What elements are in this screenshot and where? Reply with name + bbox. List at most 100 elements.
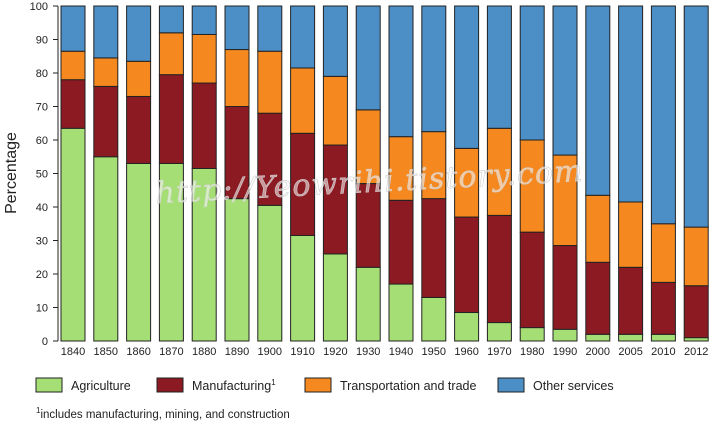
legend-label-superscript: 1 — [271, 378, 276, 387]
y-axis-label: Percentage — [3, 132, 20, 214]
bar-segment-other-services-2005 — [618, 5, 644, 203]
x-tick-label: 1840 — [61, 346, 85, 358]
bar-segment-agriculture-1880 — [191, 167, 217, 342]
footnote-text: includes manufacturing, mining, and cons… — [40, 409, 289, 421]
bar-segment-agriculture-2005 — [618, 333, 644, 342]
x-tick-label: 1910 — [290, 346, 314, 358]
bar-segment-transportation-and-trade-2010 — [650, 223, 676, 283]
bar-segment-other-services-1890 — [224, 5, 250, 51]
bar-segment-transportation-and-trade-1910 — [290, 67, 316, 134]
bar-segment-other-services-1870 — [158, 5, 184, 34]
x-tick-label: 1860 — [126, 346, 150, 358]
legend-label-other-services: Other services — [533, 379, 614, 393]
bar-segment-transportation-and-trade-1860 — [126, 60, 152, 97]
bar-segment-other-services-1850 — [93, 5, 119, 59]
bar-segment-manufacturing-1930 — [355, 183, 381, 268]
bar-segment-manufacturing-1870 — [158, 74, 184, 164]
x-tick-label: 1890 — [225, 346, 249, 358]
bar-segment-manufacturing-2010 — [650, 281, 676, 335]
bar-segment-other-services-1900 — [257, 5, 283, 52]
bar-segment-transportation-and-trade-1920 — [322, 75, 348, 146]
bar-segment-agriculture-1850 — [93, 156, 119, 342]
bar-segment-other-services-1990 — [552, 5, 578, 156]
x-tick-label: 2000 — [586, 346, 610, 358]
bar-segment-manufacturing-1940 — [388, 199, 414, 285]
bar-segment-manufacturing-1910 — [290, 132, 316, 236]
x-tick-label: 1930 — [356, 346, 380, 358]
bar-segment-manufacturing-1850 — [93, 85, 119, 158]
x-tick-label: 2012 — [684, 346, 708, 358]
bar-segment-agriculture-1890 — [224, 198, 250, 342]
bar-segment-transportation-and-trade-1950 — [421, 131, 447, 200]
footnote-superscript: 1 — [36, 406, 41, 415]
bar-segment-agriculture-2010 — [650, 333, 676, 342]
bar-segment-manufacturing-1960 — [454, 216, 480, 314]
bar-segment-agriculture-2000 — [585, 333, 611, 342]
bar-segment-agriculture-1920 — [322, 253, 348, 342]
footnote: 1includes manufacturing, mining, and con… — [36, 406, 290, 421]
x-tick-label: 2010 — [651, 346, 675, 358]
bar-segment-agriculture-1960 — [454, 312, 480, 342]
x-tick-label: 1900 — [258, 346, 282, 358]
bars-layer — [60, 5, 709, 342]
bar-segment-agriculture-1910 — [290, 234, 316, 342]
x-tick-label: 1970 — [487, 346, 511, 358]
bar-segment-transportation-and-trade-1850 — [93, 57, 119, 87]
bar-segment-transportation-and-trade-1870 — [158, 32, 184, 76]
y-tick-label: 100 — [30, 1, 48, 13]
legend-swatch-transportation-and-trade — [304, 377, 332, 393]
y-tick-label: 50 — [36, 169, 48, 181]
bar-segment-agriculture-1950 — [421, 296, 447, 342]
bar-segment-agriculture-1840 — [60, 127, 86, 342]
bar-segment-other-services-2000 — [585, 5, 611, 196]
bar-segment-other-services-1960 — [454, 5, 480, 149]
bar-segment-agriculture-1970 — [486, 322, 512, 342]
legend-label-manufacturing: Manufacturing1 — [192, 378, 276, 393]
bar-segment-other-services-1840 — [60, 5, 86, 52]
x-tick-label: 1870 — [159, 346, 183, 358]
bar-segment-transportation-and-trade-1970 — [486, 127, 512, 216]
x-tick-label: 1980 — [520, 346, 544, 358]
y-tick-label: 70 — [36, 102, 48, 114]
bar-segment-manufacturing-1950 — [421, 198, 447, 298]
bar-segment-other-services-2012 — [683, 5, 709, 228]
bar-segment-other-services-1930 — [355, 5, 381, 111]
bar-segment-manufacturing-1900 — [257, 112, 283, 206]
x-tick-label: 1960 — [454, 346, 478, 358]
bar-segment-manufacturing-1990 — [552, 245, 578, 330]
bar-segment-other-services-1910 — [290, 5, 316, 69]
x-tick-label: 1850 — [94, 346, 118, 358]
legend-swatch-other-services — [497, 377, 525, 393]
x-axis-tick-labels: 1840 1850 1860 1870 1880 1890 1900 1910 1920 1930… — [61, 346, 709, 358]
bar-segment-agriculture-1990 — [552, 328, 578, 342]
bar-segment-transportation-and-trade-2012 — [683, 226, 709, 287]
bar-segment-other-services-1940 — [388, 5, 414, 138]
bar-segment-manufacturing-1980 — [519, 231, 545, 329]
bar-segment-manufacturing-1840 — [60, 79, 86, 129]
y-tick-label: 30 — [36, 236, 48, 248]
x-tick-label: 1940 — [389, 346, 413, 358]
y-tick-label: 80 — [36, 68, 48, 80]
bar-segment-other-services-1980 — [519, 5, 545, 141]
bar-segment-manufacturing-1880 — [191, 82, 217, 169]
legend-swatch-manufacturing — [156, 377, 184, 393]
bar-segment-agriculture-2012 — [683, 337, 709, 342]
bar-segment-other-services-1920 — [322, 5, 348, 77]
bar-segment-other-services-2010 — [650, 5, 676, 225]
bar-segment-manufacturing-2012 — [683, 285, 709, 339]
y-tick-label: 90 — [36, 35, 48, 47]
bar-segment-agriculture-1930 — [355, 266, 381, 342]
bar-segment-agriculture-1900 — [257, 204, 283, 342]
y-tick-label: 0 — [42, 336, 48, 348]
bar-segment-manufacturing-1920 — [322, 144, 348, 255]
bar-segment-transportation-and-trade-2000 — [585, 194, 611, 263]
bar-segment-other-services-1880 — [191, 5, 217, 35]
bar-segment-transportation-and-trade-1880 — [191, 33, 217, 84]
y-tick-label: 60 — [36, 135, 48, 147]
bar-segment-manufacturing-1860 — [126, 95, 152, 164]
y-axis: 0 10 20 30 40 50 60 70 80 90 100 — [30, 1, 59, 348]
x-tick-label: 1880 — [192, 346, 216, 358]
bar-segment-transportation-and-trade-1840 — [60, 50, 86, 81]
